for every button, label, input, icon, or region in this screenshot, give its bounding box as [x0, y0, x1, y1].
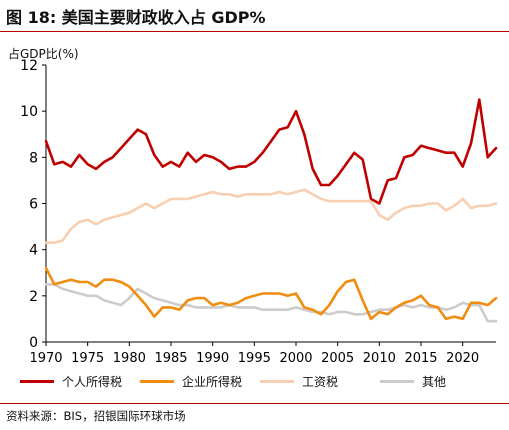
x-tick-label: 1975	[71, 351, 104, 366]
legend-label: 个人所得税	[62, 374, 123, 389]
legend-item: 个人所得税	[20, 372, 122, 390]
y-tick-label: 4	[29, 243, 38, 259]
y-tick-label: 10	[20, 104, 38, 120]
source-note: 资料来源：BIS，招银国际环球市场	[6, 409, 186, 423]
series-line-2	[44, 266, 498, 321]
y-tick-label: 2	[29, 289, 38, 305]
x-tick-label: 1980	[113, 351, 146, 366]
legend: 个人所得税 企业所得税 工资税 其他	[20, 372, 500, 390]
x-tick-label: 1970	[29, 351, 62, 366]
legend-swatch	[140, 379, 174, 383]
x-tick-label: 1985	[154, 351, 187, 366]
series-line-1	[44, 98, 498, 205]
x-tick-label: 1995	[238, 351, 271, 366]
y-tick-label: 8	[29, 150, 38, 166]
legend-swatch	[380, 379, 414, 383]
x-tick-label: 2020	[446, 351, 479, 366]
x-tick-label: 2015	[404, 351, 437, 366]
legend-item: 企业所得税	[140, 372, 242, 390]
x-tick-label: 2010	[363, 351, 396, 366]
figure-title: 图 18: 美国主要财政收入占 GDP%	[6, 8, 266, 27]
legend-item: 其他	[380, 372, 446, 390]
x-tick-label: 2000	[279, 351, 312, 366]
source-divider	[0, 403, 509, 404]
y-tick-label: 12	[20, 58, 38, 74]
legend-label: 企业所得税	[182, 374, 243, 389]
series-line-4	[44, 282, 498, 323]
y-tick-label: 6	[29, 197, 38, 213]
series-line-3	[44, 188, 498, 244]
legend-label: 其他	[422, 374, 447, 389]
title-divider	[0, 31, 509, 32]
legend-swatch	[20, 379, 54, 383]
legend-label: 工资税	[302, 374, 339, 389]
y-axis-label: 占GDP比(%)	[8, 47, 79, 61]
x-tick-label: 1990	[196, 351, 229, 366]
legend-item: 工资税	[260, 372, 338, 390]
x-tick-label: 2005	[321, 351, 354, 366]
legend-swatch	[260, 379, 294, 383]
y-tick-label: 0	[29, 335, 38, 351]
